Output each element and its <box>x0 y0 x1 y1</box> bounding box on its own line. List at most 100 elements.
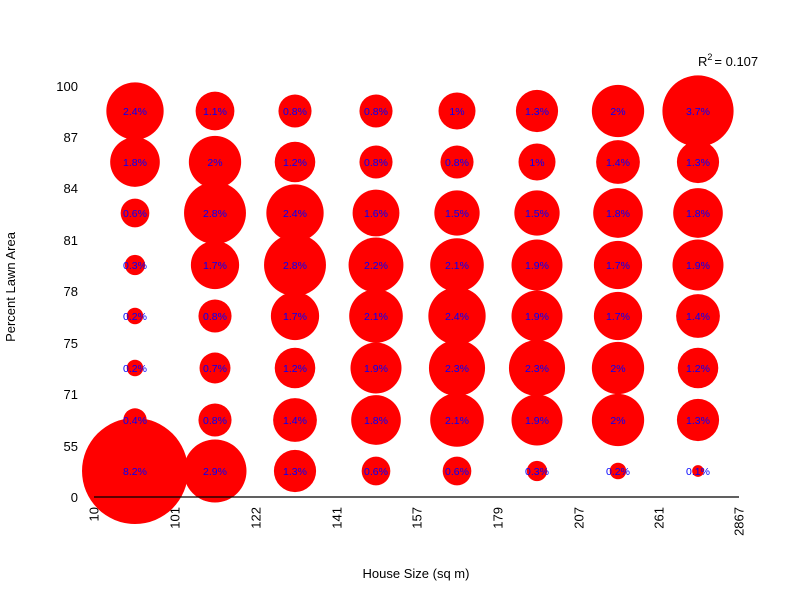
bubble-r5-c0 <box>126 359 144 377</box>
cell-label-r0-c4: 1% <box>449 106 464 118</box>
r-squared-annotation: R2 = 0.107 <box>698 52 758 69</box>
bubble-r4-c3 <box>349 289 403 343</box>
bubble-r0-c0 <box>106 82 164 140</box>
cell-label-r4-c2: 1.7% <box>283 311 307 323</box>
bubble-r3-c3 <box>348 237 404 293</box>
bubble-r7-c7 <box>692 465 704 477</box>
bubble-r7-c4 <box>442 456 472 486</box>
cell-label-r7-c1: 2.9% <box>203 466 227 478</box>
x-tick-label-7: 261 <box>652 507 667 529</box>
cell-label-r7-c7: 0.1% <box>686 466 710 478</box>
bubble-r3-c7 <box>672 239 724 291</box>
cell-label-layer: 2.4% 1.1% 0.8% 0.8% 1% 1.3% 2% 3.7% 1.8% 2% 1.2% 0.… <box>123 106 710 478</box>
cell-label-r1-c2: 1.2% <box>283 157 307 169</box>
y-tick-labels: 0 55 71 75 78 81 84 87 100 <box>56 79 78 505</box>
cell-label-r5-c1: 0.7% <box>203 363 227 375</box>
cell-label-r6-c6: 2% <box>610 415 625 427</box>
bubble-r3-c6 <box>593 240 643 290</box>
bubble-r0-c5 <box>515 89 559 133</box>
bubble-r7-c3 <box>361 456 391 486</box>
cell-label-r4-c7: 1.4% <box>686 311 710 323</box>
y-tick-label-5: 81 <box>64 233 78 248</box>
r-squared-value: = 0.107 <box>714 54 758 69</box>
cell-label-r4-c5: 1.9% <box>525 311 549 323</box>
bubble-r0-c1 <box>195 91 235 131</box>
bubble-r0-c2 <box>278 94 312 128</box>
bubble-r2-c1 <box>184 182 246 244</box>
cell-label-r5-c0: 0.2% <box>123 363 147 375</box>
cell-label-r3-c1: 1.7% <box>203 260 227 272</box>
bubble-r2-c0 <box>120 198 150 228</box>
bubble-r7-c5 <box>526 460 548 482</box>
bubble-r1-c1 <box>188 135 242 189</box>
y-tick-label-4: 78 <box>64 284 78 299</box>
cell-label-r0-c2: 0.8% <box>283 106 307 118</box>
bubble-r7-c6 <box>609 462 627 480</box>
cell-label-r2-c4: 1.5% <box>445 208 469 220</box>
y-axis-title: Percent Lawn Area <box>3 231 18 342</box>
y-tick-label-0: 0 <box>71 490 78 505</box>
cell-label-r5-c5: 2.3% <box>525 363 549 375</box>
x-tick-label-2: 122 <box>249 507 264 529</box>
bubble-r6-c7 <box>676 398 720 442</box>
cell-label-r3-c5: 1.9% <box>525 260 549 272</box>
cell-label-r5-c2: 1.2% <box>283 363 307 375</box>
bubble-r6-c1 <box>198 403 232 437</box>
cell-label-r2-c1: 2.8% <box>203 208 227 220</box>
cell-label-r4-c1: 0.8% <box>203 311 227 323</box>
x-tick-label-6: 207 <box>572 507 587 529</box>
cell-label-r5-c3: 1.9% <box>364 363 388 375</box>
y-tick-label-2: 71 <box>64 387 78 402</box>
x-tick-label-3: 141 <box>330 507 345 529</box>
y-tick-label-3: 75 <box>64 336 78 351</box>
cell-label-r0-c7: 3.7% <box>686 106 710 118</box>
bubble-r3-c0 <box>124 254 146 276</box>
cell-label-r7-c0: 8.2% <box>123 466 147 478</box>
cell-label-r0-c5: 1.3% <box>525 106 549 118</box>
cell-label-r3-c4: 2.1% <box>445 260 469 272</box>
bubble-r3-c2 <box>264 234 326 296</box>
bubble-r2-c2 <box>266 184 324 242</box>
bubble-r6-c5 <box>511 394 563 446</box>
bubble-r0-c4 <box>438 92 476 130</box>
bubble-r6-c4 <box>430 393 484 447</box>
bubble-r0-c6 <box>591 84 645 138</box>
bubble-r5-c1 <box>199 352 231 384</box>
bubble-r7-c2 <box>273 449 317 493</box>
bubble-r6-c6 <box>591 393 645 447</box>
cell-label-r4-c3: 2.1% <box>364 311 388 323</box>
bubble-r1-c3 <box>359 145 393 179</box>
cell-label-r3-c2: 2.8% <box>283 260 307 272</box>
cell-label-r2-c0: 0.6% <box>123 208 147 220</box>
x-tick-label-5: 179 <box>491 507 506 529</box>
cell-label-r0-c6: 2% <box>610 106 625 118</box>
r-squared-symbol: R <box>698 54 707 69</box>
cell-label-r4-c0: 0.2% <box>123 311 147 323</box>
cell-label-r7-c3: 0.6% <box>364 466 388 478</box>
bubble-r2-c4 <box>434 190 480 236</box>
cell-label-r7-c5: 0.3% <box>525 466 549 478</box>
bubble-r1-c2 <box>274 141 316 183</box>
bubble-r4-c6 <box>593 291 643 341</box>
cell-label-r1-c3: 0.8% <box>364 157 388 169</box>
bubble-r4-c7 <box>676 294 720 338</box>
cell-label-r7-c4: 0.6% <box>445 466 469 478</box>
bubble-r5-c5 <box>508 339 566 397</box>
x-tick-label-1: 101 <box>168 507 183 529</box>
bubble-r1-c6 <box>596 140 640 184</box>
cell-label-r4-c4: 2.4% <box>445 311 469 323</box>
bubble-r4-c5 <box>511 290 563 342</box>
cell-label-r2-c2: 2.4% <box>283 208 307 220</box>
bubble-r2-c7 <box>673 188 723 238</box>
cell-label-r2-c5: 1.5% <box>525 208 549 220</box>
bubble-r4-c2 <box>270 291 320 341</box>
bubble-r5-c6 <box>591 341 645 395</box>
bubble-r3-c1 <box>190 240 240 290</box>
cell-label-r0-c1: 1.1% <box>203 106 227 118</box>
bubble-r6-c3 <box>351 395 401 445</box>
x-axis-title: House Size (sq m) <box>363 566 470 581</box>
bubble-r1-c5 <box>518 143 556 181</box>
cell-label-r2-c7: 1.8% <box>686 208 710 220</box>
bubble-layer <box>82 75 734 524</box>
